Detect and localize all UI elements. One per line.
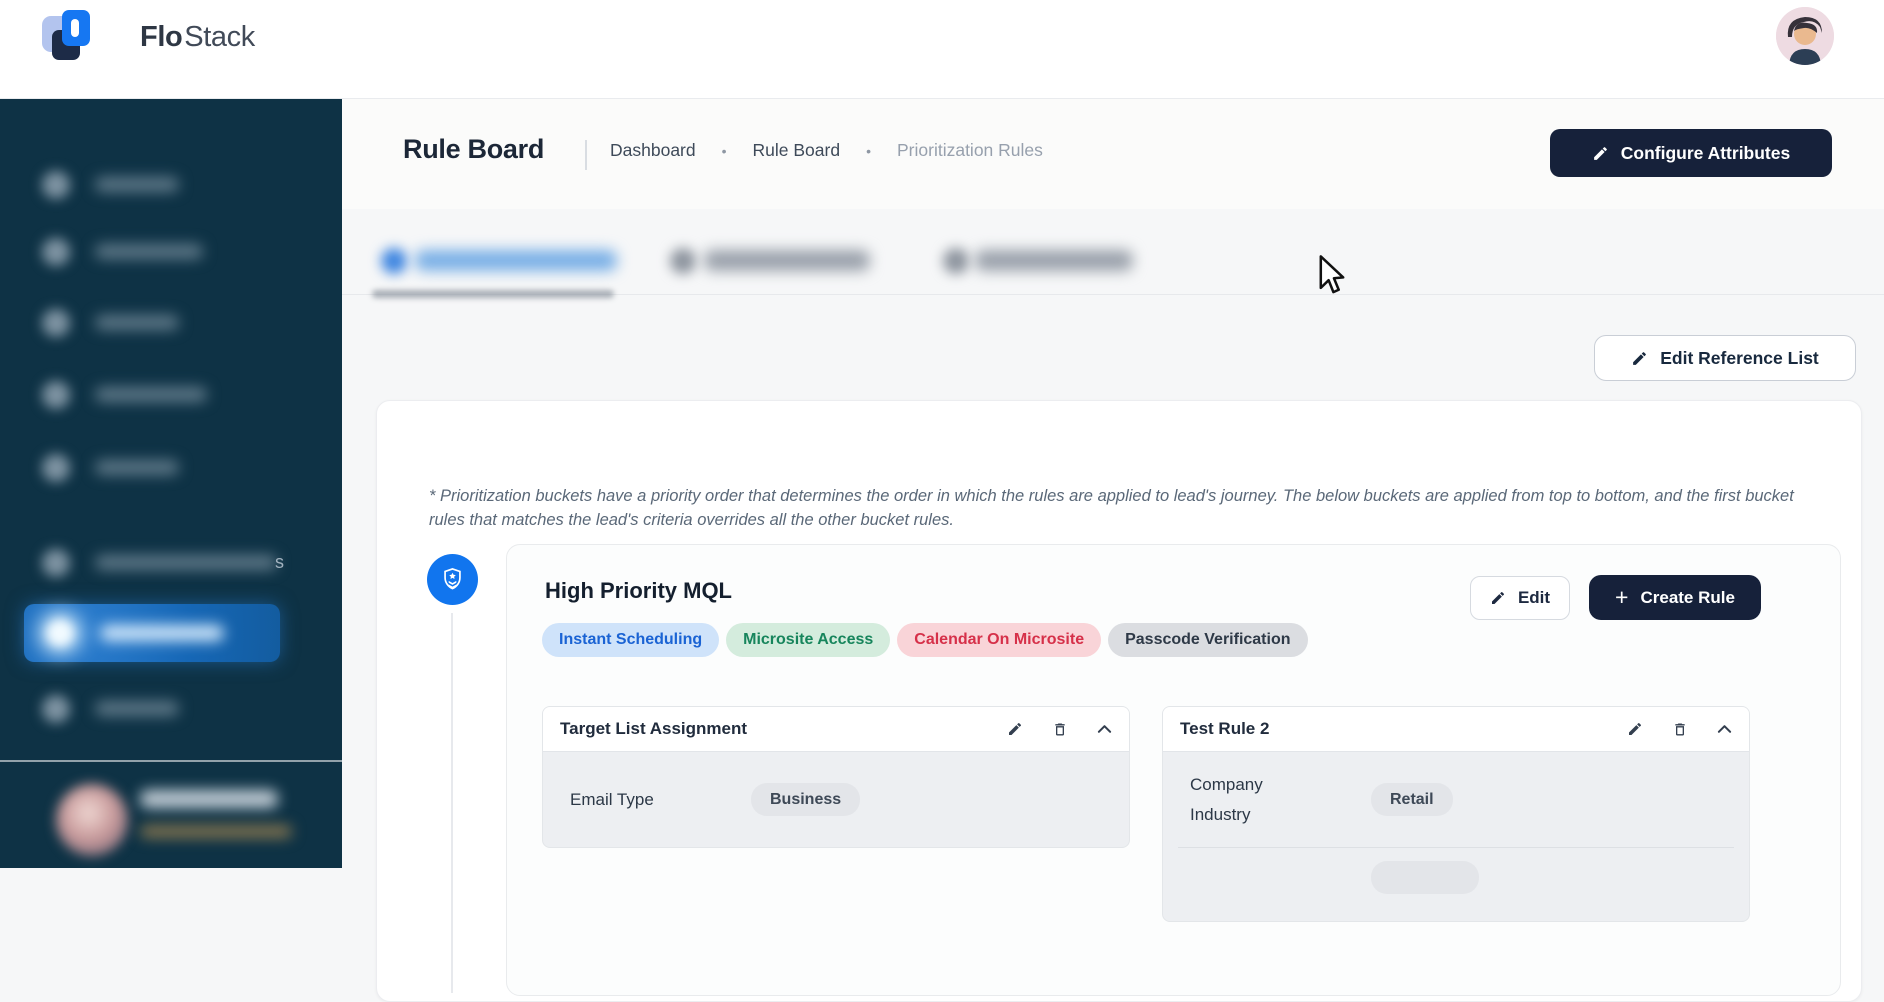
breadcrumb: Dashboard • Rule Board • Prioritization …: [610, 140, 1043, 161]
rule-card-header: Test Rule 2: [1163, 707, 1749, 752]
sidebar-divider: [0, 760, 342, 762]
breadcrumb-separator: •: [866, 142, 871, 159]
condition-label: Email Type: [570, 789, 654, 809]
tab-strip: [342, 209, 1884, 298]
rule-condition-row: Email Type Business: [543, 752, 1129, 847]
bucket-tag: Passcode Verification: [1108, 623, 1308, 657]
nav-label-visible-fragment: s: [275, 552, 284, 572]
page-title: Rule Board: [403, 134, 545, 164]
profile-avatar-blurred: [56, 784, 128, 856]
pencil-icon: [1491, 591, 1504, 604]
bucket-edit-button[interactable]: Edit: [1470, 576, 1570, 620]
nav-icon: [42, 549, 70, 577]
nav-icon: [42, 381, 70, 409]
nav-icon: [42, 238, 70, 266]
tab-icon: [670, 248, 696, 274]
flostack-logo[interactable]: FloStack: [36, 8, 255, 66]
top-bar: FloStack: [0, 0, 1884, 99]
prioritization-board-card: * Prioritization buckets have a priority…: [376, 400, 1862, 1002]
breadcrumb-separator: •: [721, 142, 727, 159]
nav-icon: [42, 171, 70, 199]
nav-label-blurred: [95, 555, 277, 570]
condition-label: Company Industry: [1190, 774, 1263, 824]
nav-icon: [46, 619, 74, 647]
plus-icon: +: [1615, 583, 1629, 610]
rule-actions: [1627, 721, 1732, 738]
page-header: Rule Board Dashboard • Rule Board • Prio…: [342, 98, 1884, 209]
rule-condition-row: Company Industry Retail: [1163, 752, 1749, 847]
tab-icon: [943, 248, 969, 274]
avatar-illustration: [1776, 7, 1834, 65]
nav-label-blurred: [95, 177, 179, 192]
bucket-tag: Microsite Access: [726, 623, 891, 657]
nav-icon: [42, 695, 70, 723]
pencil-icon: [1633, 351, 1647, 365]
rule-actions: [1007, 721, 1112, 738]
rank-shield-icon: [444, 568, 461, 590]
edit-rule-icon[interactable]: [1007, 721, 1023, 737]
bucket-tag: Instant Scheduling: [542, 623, 720, 657]
collapse-rule-icon[interactable]: [1717, 724, 1732, 734]
rule-title: Test Rule 2: [1180, 719, 1270, 738]
bucket-tags: Instant Scheduling Microsite Access Calend…: [542, 623, 1308, 657]
edit-reference-list-button[interactable]: Edit Reference List: [1594, 335, 1856, 381]
flostack-logo-icon: [42, 10, 90, 60]
condition-value-chip: Retail: [1371, 783, 1453, 816]
prioritization-note: * Prioritization buckets have a priority…: [429, 486, 1794, 530]
tab-label-blurred: [975, 250, 1133, 271]
main-content: Rule Board Dashboard • Rule Board • Prio…: [342, 98, 1884, 1002]
bucket-priority-badge: [427, 554, 478, 605]
configure-attributes-button[interactable]: Configure Attributes: [1550, 129, 1832, 177]
rule-condition-row-partial: [1163, 848, 1749, 921]
nav-label-blurred: [95, 244, 203, 259]
rule-card: Test Rule 2 Company Industry Retail: [1162, 706, 1750, 922]
nav-label-blurred: [95, 387, 207, 402]
breadcrumb-rule-board[interactable]: Rule Board: [752, 140, 841, 160]
user-avatar[interactable]: [1776, 7, 1834, 65]
rule-card-header: Target List Assignment: [543, 707, 1129, 752]
rule-title: Target List Assignment: [560, 719, 748, 738]
condition-divider: [1178, 847, 1734, 848]
nav-icon: [42, 454, 70, 482]
nav-label-blurred: [95, 315, 179, 330]
tab-label-blurred: [415, 250, 617, 271]
condition-value-chip: Business: [751, 783, 861, 816]
profile-name-blurred: [140, 790, 278, 808]
nav-label-blurred: [95, 701, 179, 716]
breadcrumb-current: Prioritization Rules: [897, 140, 1043, 160]
bucket-rail-line: [451, 613, 453, 993]
breadcrumb-dashboard[interactable]: Dashboard: [610, 140, 696, 160]
create-rule-button[interactable]: + Create Rule: [1589, 575, 1761, 620]
condition-value-chip: [1371, 861, 1479, 894]
bucket-title: High Priority MQL: [545, 578, 732, 603]
bucket-card-high-priority-mql: High Priority MQL Instant Scheduling Micr…: [506, 544, 1841, 996]
profile-role-blurred: [140, 825, 292, 838]
delete-rule-icon[interactable]: [1672, 721, 1688, 738]
nav-label-blurred: [95, 460, 179, 475]
nav-label-blurred: [100, 625, 224, 641]
title-divider: [585, 140, 587, 170]
tab-label-blurred: [704, 250, 870, 271]
brand-name: FloStack: [140, 21, 255, 53]
delete-rule-icon[interactable]: [1052, 721, 1068, 738]
nav-icon: [42, 309, 70, 337]
sidebar-nav: s: [0, 98, 342, 868]
pencil-icon: [1593, 146, 1607, 160]
tab-icon: [381, 248, 407, 274]
rule-card: Target List Assignment Email Type Business: [542, 706, 1130, 848]
edit-rule-icon[interactable]: [1627, 721, 1643, 737]
sidebar-item-active[interactable]: [24, 604, 280, 662]
collapse-rule-icon[interactable]: [1097, 724, 1112, 734]
active-tab-underline: [372, 290, 614, 298]
bucket-tag: Calendar On Microsite: [897, 623, 1102, 657]
